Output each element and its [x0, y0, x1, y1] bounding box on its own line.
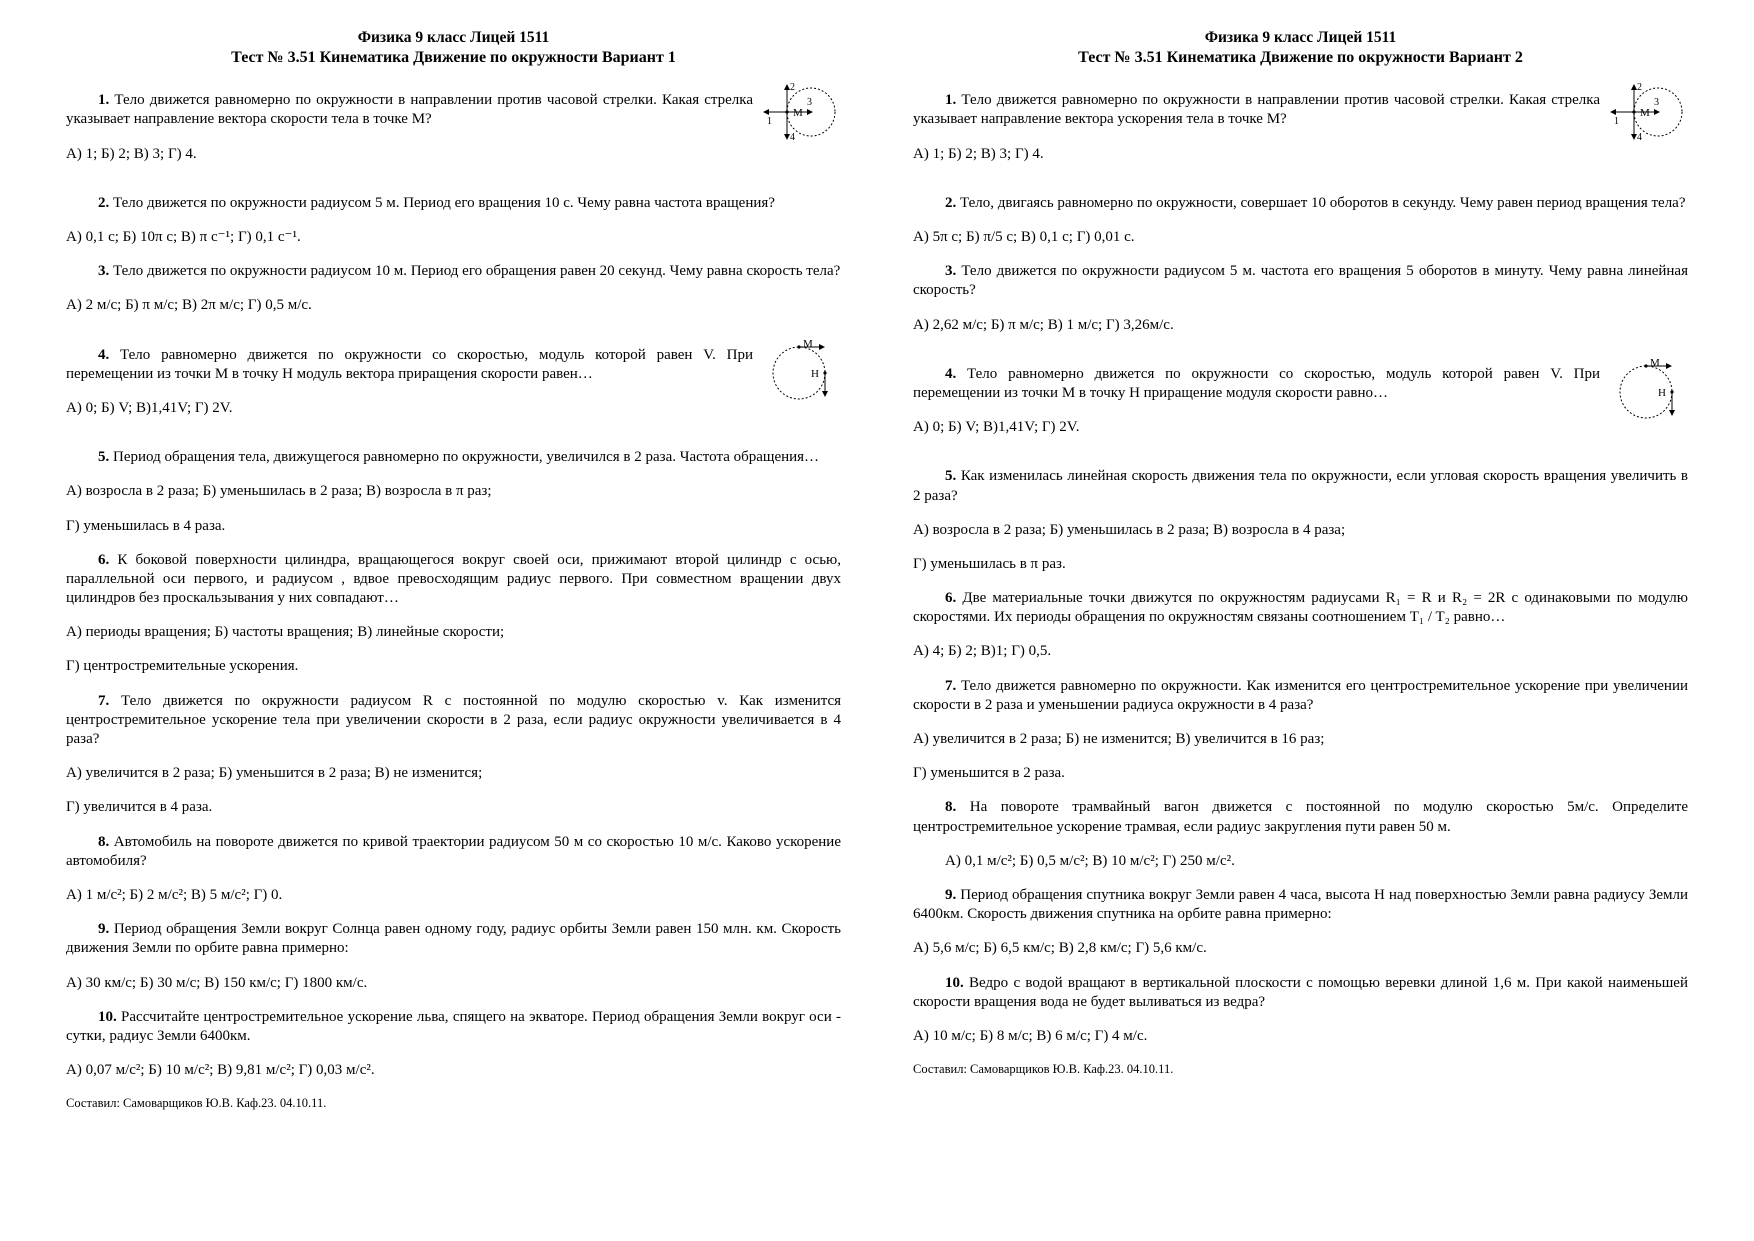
q9-text: Период обращения Земли вокруг Солнца рав… — [66, 921, 841, 956]
q3-options: А) 2,62 м/с; Б) π м/с; В) 1 м/с; Г) 3,26… — [913, 316, 1688, 335]
q8-options: А) 0,1 м/с²; Б) 0,5 м/с²; В) 10 м/с²; Г)… — [913, 852, 1688, 871]
q9-options: А) 30 км/с; Б) 30 м/с; В) 150 км/с; Г) 1… — [66, 974, 841, 993]
figure-circle-mh: M H — [1610, 352, 1688, 424]
svg-text:4: 4 — [790, 132, 795, 143]
svg-text:H: H — [1658, 387, 1666, 399]
figure-circle-mh: M H — [763, 333, 841, 405]
q3-options: А) 2 м/с; Б) π м/с; В) 2π м/с; Г) 0,5 м/… — [66, 296, 841, 315]
page: Физика 9 класс Лицей 1511 Тест № 3.51 Ки… — [0, 0, 1754, 1241]
svg-text:H: H — [811, 368, 819, 380]
q8-text: Автомобиль на повороте движется по криво… — [66, 834, 841, 869]
q4-text: Тело равномерно движется по окружности с… — [66, 347, 753, 382]
q6-options-a: А) периоды вращения; Б) частоты вращения… — [66, 623, 841, 642]
question-7: 7. Тело движется равномерно по окружност… — [913, 677, 1688, 784]
question-2: 2. Тело движется по окружности радиусом … — [66, 194, 841, 247]
question-1: M 2 4 1 3 1. Тело движется равномерно п — [66, 76, 841, 179]
svg-text:2: 2 — [790, 82, 795, 93]
q7-options-b: Г) уменьшится в 2 раза. — [913, 764, 1688, 783]
q10-text: Ведро с водой вращают в вертикальной пло… — [913, 975, 1688, 1010]
question-8: 8. Автомобиль на повороте движется по кр… — [66, 833, 841, 906]
q3-text: Тело движется по окружности радиусом 5 м… — [913, 263, 1688, 298]
q7-options-a: А) увеличится в 2 раза; Б) не изменится;… — [913, 730, 1688, 749]
q4-options: А) 0; Б) V; В)1,41V; Г) 2V. — [66, 399, 841, 418]
q1-options: А) 1; Б) 2; В) 3; Г) 4. — [66, 145, 841, 164]
question-9: 9. Период обращения Земли вокруг Солнца … — [66, 920, 841, 993]
q5-text: Как изменилась линейная скорость движени… — [913, 468, 1688, 503]
q7-options-a: А) увеличится в 2 раза; Б) уменьшится в … — [66, 764, 841, 783]
svg-text:1: 1 — [1614, 116, 1619, 127]
question-10: 10. Ведро с водой вращают в вертикальной… — [913, 974, 1688, 1047]
q3-text: Тело движется по окружности радиусом 10 … — [113, 263, 840, 279]
variant-2-column: Физика 9 класс Лицей 1511 Тест № 3.51 Ки… — [877, 28, 1724, 1221]
question-4: M H 4. Тело равномерно движется по окруж… — [913, 350, 1688, 453]
question-2: 2. Тело, двигаясь равномерно по окружнос… — [913, 194, 1688, 247]
svg-text:M: M — [803, 338, 813, 350]
question-7: 7. Тело движется по окружности радиусом … — [66, 692, 841, 818]
question-5: 5. Период обращения тела, движущегося ра… — [66, 448, 841, 536]
q1-text: Тело движется равномерно по окружности в… — [913, 92, 1600, 127]
header-line2: Тест № 3.51 Кинематика Движение по окруж… — [66, 48, 841, 68]
question-4: M H 4. Тело равномерно движется по окруж… — [66, 331, 841, 434]
svg-text:M: M — [793, 107, 803, 119]
q6-options: А) 4; Б) 2; В)1; Г) 0,5. — [913, 642, 1688, 661]
svg-text:M: M — [1650, 357, 1660, 369]
variant-1-column: Физика 9 класс Лицей 1511 Тест № 3.51 Ки… — [30, 28, 877, 1221]
svg-text:3: 3 — [1654, 97, 1659, 108]
q8-text: На повороте трамвайный вагон движется с … — [913, 799, 1688, 834]
q10-text: Рассчитайте центростремительное ускорени… — [66, 1009, 841, 1044]
q5-text: Период обращения тела, движущегося равно… — [113, 449, 819, 465]
question-10: 10. Рассчитайте центростремительное уско… — [66, 1008, 841, 1081]
q9-options: А) 5,6 м/с; Б) 6,5 км/с; В) 2,8 км/с; Г)… — [913, 939, 1688, 958]
q5-options-b: Г) уменьшилась в π раз. — [913, 555, 1688, 574]
question-6: 6. К боковой поверхности цилиндра, враща… — [66, 551, 841, 677]
question-5: 5. Как изменилась линейная скорость движ… — [913, 467, 1688, 574]
q4-options: А) 0; Б) V; В)1,41V; Г) 2V. — [913, 418, 1688, 437]
header-line2: Тест № 3.51 Кинематика Движение по окруж… — [913, 48, 1688, 68]
svg-text:2: 2 — [1637, 82, 1642, 93]
figure-circle-cross: M 2 4 1 3 — [1610, 78, 1688, 146]
q10-options: А) 10 м/с; Б) 8 м/с; В) 6 м/с; Г) 4 м/с. — [913, 1027, 1688, 1046]
svg-text:3: 3 — [807, 97, 812, 108]
header-left: Физика 9 класс Лицей 1511 Тест № 3.51 Ки… — [66, 28, 841, 68]
q2-options: А) 0,1 с; Б) 10π с; В) π с⁻¹; Г) 0,1 с⁻¹… — [66, 228, 841, 247]
svg-text:M: M — [1640, 107, 1650, 119]
question-3: 3. Тело движется по окружности радиусом … — [66, 262, 841, 315]
q1-text: Тело движется равномерно по окружности в… — [66, 92, 753, 127]
q5-options-a: А) возросла в 2 раза; Б) уменьшилась в 2… — [66, 482, 841, 501]
q6-text: Две материальные точки движутся по окруж… — [913, 590, 1688, 625]
figure-circle-cross: M 2 4 1 3 — [763, 78, 841, 146]
footer-left: Составил: Самоварщиков Ю.В. Каф.23. 04.1… — [66, 1095, 841, 1111]
header-right: Физика 9 класс Лицей 1511 Тест № 3.51 Ки… — [913, 28, 1688, 68]
question-9: 9. Период обращения спутника вокруг Земл… — [913, 886, 1688, 959]
header-line1: Физика 9 класс Лицей 1511 — [913, 28, 1688, 48]
q10-options: А) 0,07 м/с²; Б) 10 м/с²; В) 9,81 м/с²; … — [66, 1061, 841, 1080]
question-1: M 2 4 1 3 1. Тело движется равномерно по… — [913, 76, 1688, 179]
question-3: 3. Тело движется по окружности радиусом … — [913, 262, 1688, 335]
q7-text: Тело движется равномерно по окружности. … — [913, 678, 1688, 713]
question-6: 6. Две материальные точки движутся по ок… — [913, 589, 1688, 662]
q2-text: Тело, двигаясь равномерно по окружности,… — [960, 195, 1686, 211]
q4-text: Тело равномерно движется по окружности с… — [913, 366, 1600, 401]
q2-options: А) 5π с; Б) π/5 с; В) 0,1 с; Г) 0,01 с. — [913, 228, 1688, 247]
svg-text:4: 4 — [1637, 132, 1642, 143]
q1-options: А) 1; Б) 2; В) 3; Г) 4. — [913, 145, 1688, 164]
svg-text:1: 1 — [767, 116, 772, 127]
q5-options-a: А) возросла в 2 раза; Б) уменьшилась в 2… — [913, 521, 1688, 540]
q6-options-b: Г) центростремительные ускорения. — [66, 657, 841, 676]
q6-text: К боковой поверхности цилиндра, вращающе… — [66, 552, 841, 606]
q9-text: Период обращения спутника вокруг Земли р… — [913, 887, 1688, 922]
q8-options: А) 1 м/с²; Б) 2 м/с²; В) 5 м/с²; Г) 0. — [66, 886, 841, 905]
q5-options-b: Г) уменьшилась в 4 раза. — [66, 517, 841, 536]
q7-options-b: Г) увеличится в 4 раза. — [66, 798, 841, 817]
q2-text: Тело движется по окружности радиусом 5 м… — [113, 195, 775, 211]
question-8: 8. На повороте трамвайный вагон движется… — [913, 798, 1688, 871]
header-line1: Физика 9 класс Лицей 1511 — [66, 28, 841, 48]
q7-text: Тело движется по окружности радиусом R с… — [66, 693, 841, 747]
footer-right: Составил: Самоварщиков Ю.В. Каф.23. 04.1… — [913, 1061, 1688, 1077]
